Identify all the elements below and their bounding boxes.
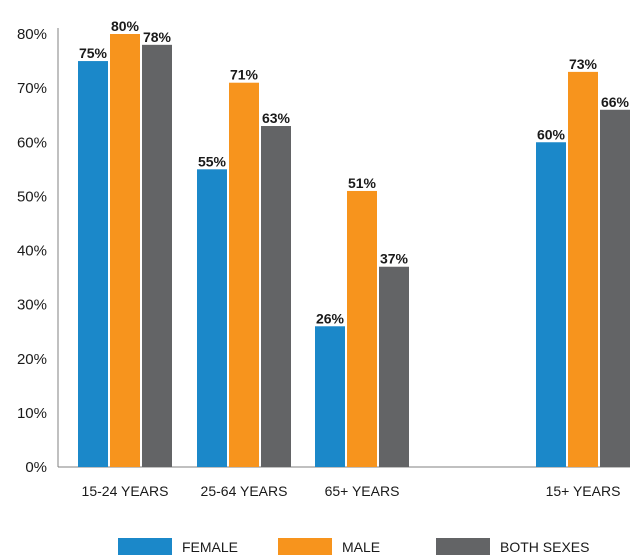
legend-label: BOTH SEXES	[500, 539, 589, 555]
bar-female-25-64-years	[197, 169, 227, 467]
data-label: 71%	[230, 67, 259, 83]
data-label: 78%	[143, 29, 172, 45]
y-tick-label: 50%	[17, 188, 47, 205]
x-category-label: 25-64 YEARS	[201, 483, 288, 499]
y-tick-label: 60%	[17, 134, 47, 151]
x-category-label: 65+ YEARS	[325, 483, 400, 499]
y-tick-label: 0%	[25, 459, 47, 476]
y-tick-label: 30%	[17, 297, 47, 314]
data-label: 37%	[380, 251, 409, 267]
y-tick-label: 70%	[17, 80, 47, 97]
legend-swatch-both-sexes	[436, 538, 490, 555]
x-axis-categories: 15-24 YEARS 25-64 YEARS 65+ YEARS 15+ YEARS	[82, 483, 621, 499]
x-category-label: 15+ YEARS	[546, 483, 621, 499]
bar-female-15-years	[536, 142, 566, 467]
data-label: 60%	[537, 126, 566, 142]
legend-swatch-female	[118, 538, 172, 555]
data-label: 51%	[348, 175, 377, 191]
bar-male-65-years	[347, 190, 377, 467]
data-label: 75%	[79, 45, 108, 61]
legend-swatch-male	[278, 538, 332, 555]
data-label: 26%	[316, 310, 345, 326]
y-tick-label: 20%	[17, 351, 47, 368]
y-tick-label: 10%	[17, 405, 47, 422]
bar-female-15-24-years	[78, 61, 108, 467]
bar-both-sexes-65-years	[379, 266, 409, 467]
data-label: 80%	[111, 18, 140, 34]
y-tick-label: 80%	[17, 26, 47, 43]
data-label: 55%	[198, 153, 227, 169]
bar-male-15-24-years	[110, 34, 140, 467]
bar-both-sexes-15-24-years	[142, 44, 172, 467]
data-labels: 75%80%78% 55% 71% 63% 26% 51% 37% 60% 73% 66%	[79, 18, 630, 326]
data-label: 66%	[601, 94, 630, 110]
legend: FEMALE MALE BOTH SEXES	[118, 538, 589, 555]
y-tick-label: 40%	[17, 243, 47, 260]
data-label: 73%	[569, 56, 598, 72]
x-category-label: 15-24 YEARS	[82, 483, 169, 499]
bar-female-65-years	[315, 326, 345, 467]
legend-label: MALE	[342, 539, 380, 555]
bar-male-25-64-years	[229, 82, 259, 468]
data-label: 63%	[262, 110, 291, 126]
bar-male-15-years	[568, 71, 598, 467]
y-axis: 0% 10% 20% 30% 40% 50% 60% 70% 80%	[17, 26, 630, 476]
legend-label: FEMALE	[182, 539, 238, 555]
bars	[78, 34, 630, 468]
bar-both-sexes-15-years	[600, 109, 630, 468]
bar-both-sexes-25-64-years	[261, 126, 291, 467]
